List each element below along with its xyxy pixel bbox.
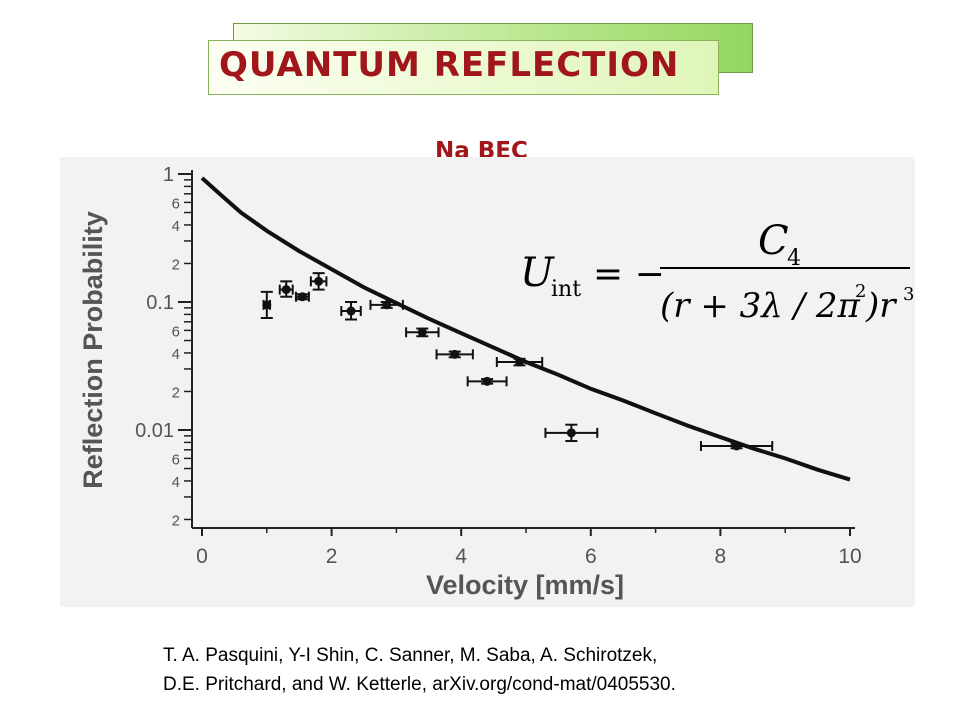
data-marker <box>382 300 392 310</box>
x-tick-label: 2 <box>326 545 338 568</box>
data-marker <box>515 357 525 367</box>
data-point <box>495 356 544 367</box>
y-minor-tick-label: 2 <box>172 384 180 401</box>
y-minor-tick-label: 6 <box>172 451 180 468</box>
formula-denominator-exp: 2 <box>855 281 866 302</box>
x-tick-label: 0 <box>196 545 208 568</box>
formula-lhs-subscript: int <box>551 277 581 302</box>
y-minor-tick-label: 4 <box>172 474 180 491</box>
data-marker <box>732 441 742 451</box>
data-point <box>466 376 508 387</box>
y-tick-label: 0.1 <box>146 292 174 314</box>
y-minor-tick-label: 2 <box>172 512 180 529</box>
y-minor-tick-label: 2 <box>172 256 180 273</box>
formula-numerator-subscript: 4 <box>787 246 801 271</box>
x-axis-label: Velocity [mm/s] <box>426 570 624 600</box>
formula-lhs: U <box>520 250 555 296</box>
data-point <box>260 290 273 319</box>
data-marker <box>297 292 307 302</box>
data-point <box>340 301 362 321</box>
x-tick-label: 8 <box>715 545 727 568</box>
data-marker <box>482 376 492 386</box>
formula-denominator-open: (r + 3λ / 2π <box>660 286 861 326</box>
data-marker <box>450 349 460 359</box>
data-point <box>309 272 328 291</box>
title-box: QUANTUM REFLECTION <box>208 40 719 95</box>
data-marker <box>262 300 272 310</box>
theory-curve <box>200 176 851 482</box>
data-point <box>544 423 599 443</box>
data-marker <box>417 327 427 337</box>
x-tick-label: 6 <box>585 545 597 568</box>
data-point <box>369 299 404 310</box>
y-minor-tick-label: 6 <box>172 195 180 212</box>
slide-title: QUANTUM REFLECTION <box>219 45 680 85</box>
y-minor-tick-label: 4 <box>172 218 180 235</box>
data-point <box>405 327 440 338</box>
data-point <box>294 291 310 302</box>
formula-denominator-tail-exp: 3 <box>903 284 914 305</box>
x-tick-label: 10 <box>838 545 861 568</box>
data-marker <box>281 285 291 295</box>
citation: T. A. Pasquini, Y-I Shin, C. Sanner, M. … <box>163 641 676 699</box>
data-points <box>260 272 774 451</box>
data-point <box>699 440 774 451</box>
y-minor-tick-label: 4 <box>172 346 180 363</box>
potential-formula: U int = − C 4 (r + 3λ / 2π 2 )r 3 <box>520 218 914 326</box>
data-marker <box>566 428 576 438</box>
data-marker <box>346 306 356 316</box>
y-minor-tick-label: 6 <box>172 323 180 340</box>
citation-line-2: D.E. Pritchard, and W. Ketterle, arXiv.o… <box>163 674 676 695</box>
y-axis-label: Reflection Probability <box>78 211 108 489</box>
formula-denominator-close: )r <box>865 286 897 326</box>
citation-line-1: T. A. Pasquini, Y-I Shin, C. Sanner, M. … <box>163 645 658 666</box>
data-marker <box>314 276 324 286</box>
x-tick-label: 4 <box>455 545 467 568</box>
data-point <box>278 280 294 298</box>
formula-equals: = − <box>593 254 665 295</box>
y-tick-label: 1 <box>163 164 174 186</box>
formula-numerator: C <box>758 218 789 264</box>
y-tick-label: 0.01 <box>135 420 174 442</box>
data-point <box>435 349 474 360</box>
